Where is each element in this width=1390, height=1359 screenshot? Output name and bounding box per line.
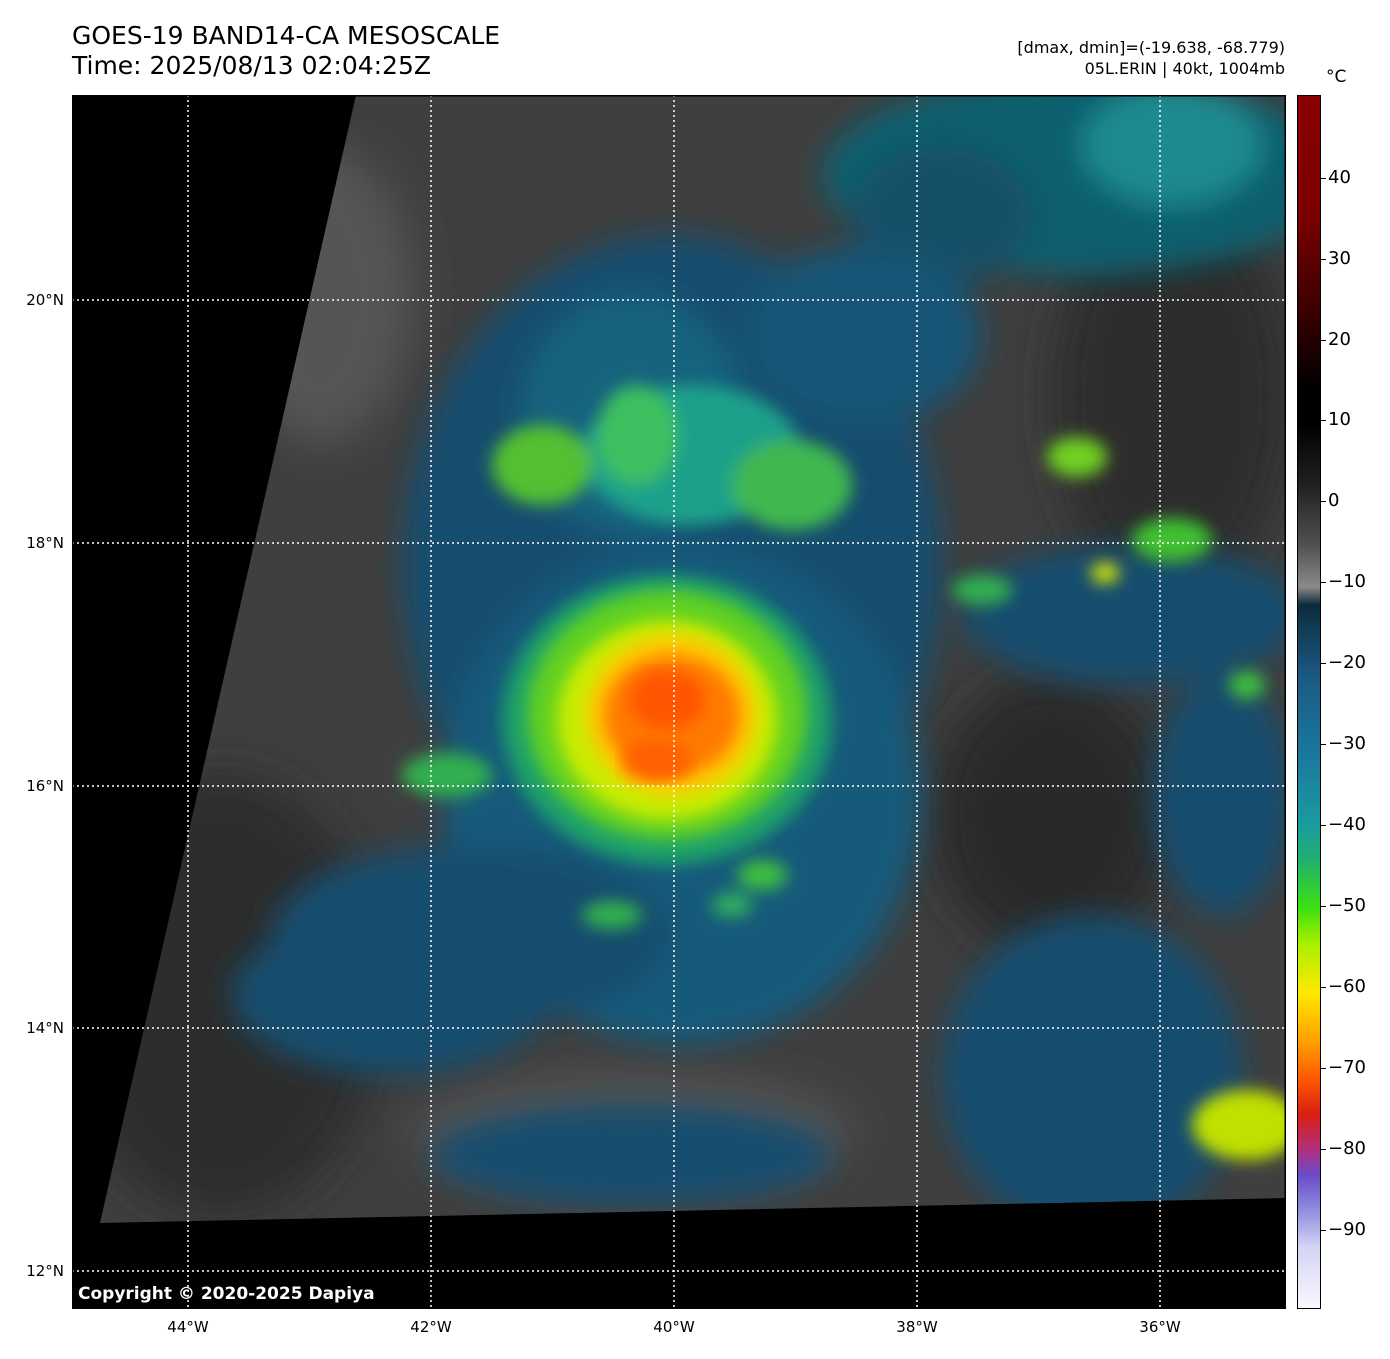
lat-label-16n: 16°N [26, 777, 64, 795]
colorbar-tick [1321, 582, 1326, 583]
storm-core [502, 575, 832, 865]
colorbar-tick [1321, 825, 1326, 826]
colorbar-tick [1321, 259, 1326, 260]
copyright-text: Copyright © 2020-2025 Dapiya [78, 1284, 375, 1304]
data-range-text: [dmax, dmin]=(-19.638, -68.779) [1017, 38, 1285, 57]
lat-label-14n: 14°N [26, 1019, 64, 1037]
lat-label-18n: 18°N [26, 534, 64, 552]
colorbar-label: 30 [1328, 248, 1351, 269]
temperature-colorbar [1297, 95, 1321, 1309]
colorbar-unit: °C [1326, 67, 1347, 87]
colorbar-tick [1321, 178, 1326, 179]
title-line-2: Time: 2025/08/13 02:04:25Z [72, 51, 431, 80]
satellite-map [72, 95, 1286, 1309]
storm-info-text: 05L.ERIN | 40kt, 1004mb [1084, 59, 1285, 78]
colorbar-tick [1321, 420, 1326, 421]
colorbar-label: −50 [1328, 895, 1366, 916]
colorbar-label: −40 [1328, 814, 1366, 835]
colorbar-tick [1321, 1068, 1326, 1069]
colorbar-label: −20 [1328, 652, 1366, 673]
lat-label-12n: 12°N [26, 1262, 64, 1280]
colorbar-label: 40 [1328, 167, 1351, 188]
lon-label-42w: 42°W [410, 1318, 452, 1336]
colorbar-tick [1321, 340, 1326, 341]
lon-label-36w: 36°W [1139, 1318, 1181, 1336]
lon-label-38w: 38°W [896, 1318, 938, 1336]
colorbar-tick [1321, 663, 1326, 664]
colorbar-tick [1321, 744, 1326, 745]
colorbar-label: 10 [1328, 409, 1351, 430]
colorbar-label: −80 [1328, 1138, 1366, 1159]
colorbar-label: −70 [1328, 1057, 1366, 1078]
colorbar-label: 0 [1328, 490, 1340, 511]
colorbar-label: 20 [1328, 329, 1351, 350]
colorbar-tick [1321, 501, 1326, 502]
title-line-1: GOES-19 BAND14-CA MESOSCALE [72, 21, 501, 50]
lon-label-44w: 44°W [167, 1318, 209, 1336]
colorbar-tick [1321, 906, 1326, 907]
satellite-imagery [100, 95, 1286, 1223]
colorbar-label: −60 [1328, 976, 1366, 997]
lat-label-20n: 20°N [26, 291, 64, 309]
colorbar-label: −30 [1328, 733, 1366, 754]
colorbar-label: −90 [1328, 1219, 1366, 1240]
colorbar-tick [1321, 1149, 1326, 1150]
colorbar-tick [1321, 1230, 1326, 1231]
colorbar-tick [1321, 987, 1326, 988]
colorbar-label: −10 [1328, 571, 1366, 592]
graticule [72, 95, 1286, 1309]
lon-label-40w: 40°W [653, 1318, 695, 1336]
